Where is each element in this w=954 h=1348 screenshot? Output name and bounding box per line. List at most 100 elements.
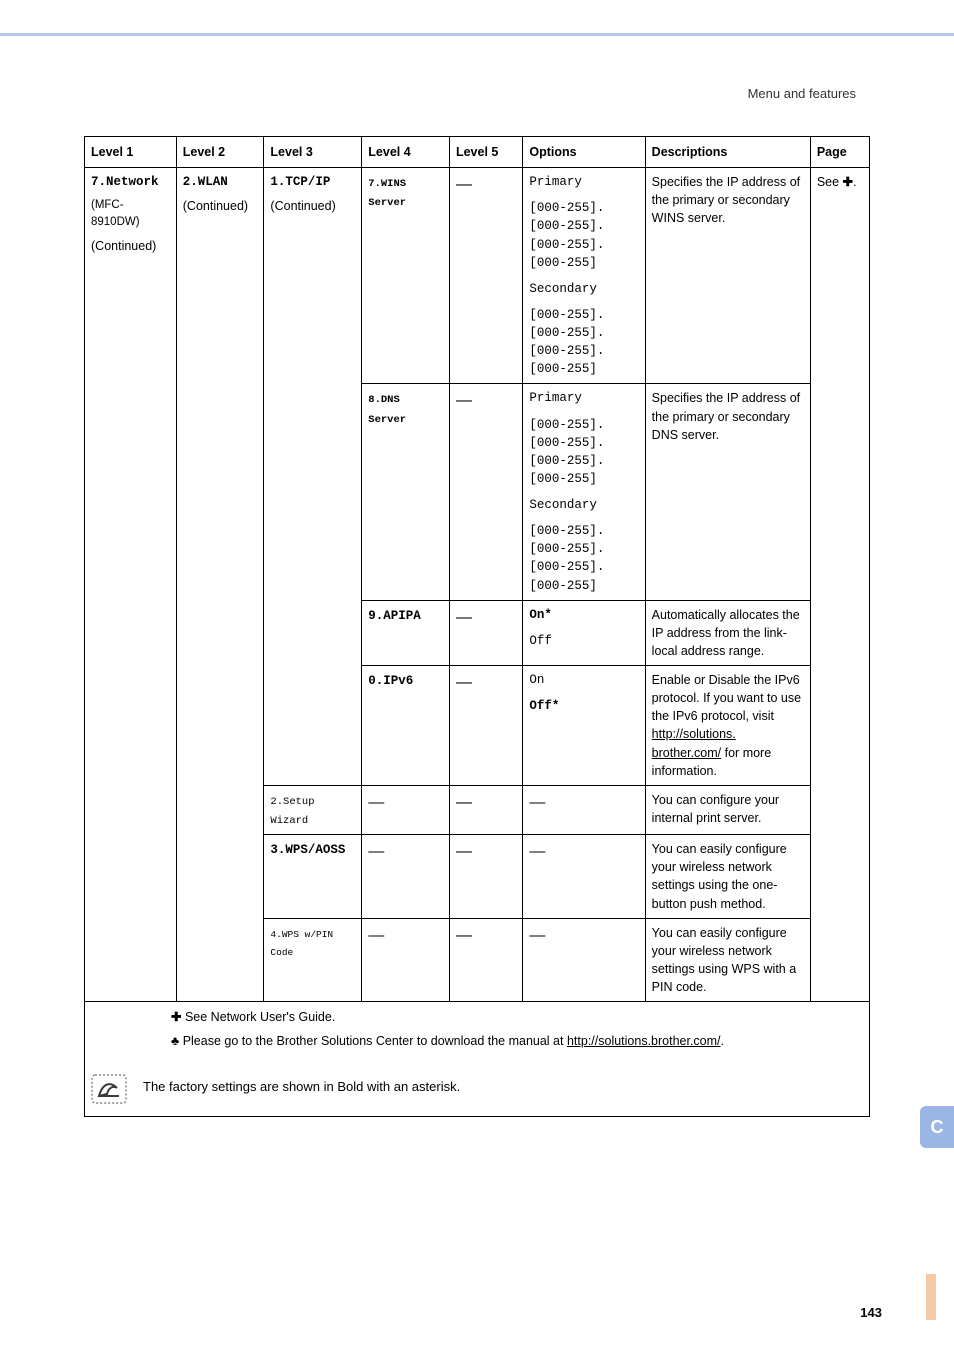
cell-level1: 7.Network (MFC-8910DW) (Continued)	[85, 168, 177, 1002]
side-tab: C	[920, 1106, 954, 1148]
wps-l3: 3.WPS/AOSS	[270, 843, 345, 857]
col-level2: Level 2	[176, 137, 264, 168]
cell-page-ref: See ✚.	[810, 168, 869, 1002]
table-header-row: Level 1 Level 2 Level 3 Level 4 Level 5 …	[85, 137, 870, 168]
cell-desc-wpspin: You can easily configure your wireless n…	[645, 918, 810, 1002]
ipv6-off: Off*	[529, 697, 638, 715]
wpspin-l4: —	[368, 927, 384, 944]
apipa-l4: 9.APIPA	[368, 609, 421, 623]
cell-opt-dns: Primary [000-255]. [000-255]. [000-255].…	[523, 384, 645, 600]
cell-opt-wpspin: —	[523, 918, 645, 1002]
note-icon	[89, 1072, 129, 1106]
wins-secondary: Secondary	[529, 280, 638, 298]
cell-opt-wins: Primary [000-255]. [000-255]. [000-255].…	[523, 168, 645, 384]
wins-l4: 7.WINS Server	[368, 178, 406, 209]
cell-l4-wps: —	[362, 835, 450, 919]
cell-desc-ipv6: Enable or Disable the IPv6 protocol. If …	[645, 666, 810, 786]
menu-table-container: Level 1 Level 2 Level 3 Level 4 Level 5 …	[84, 136, 870, 1117]
setup-l4: —	[368, 794, 384, 811]
cell-l5-ipv6: —	[449, 666, 522, 786]
wins-l5: —	[456, 176, 472, 193]
side-gutter	[926, 1274, 936, 1320]
cell-l3-wpspin: 4.WPS w/PIN Code	[264, 918, 362, 1002]
level1-sub2: (Continued)	[91, 237, 170, 255]
wpspin-l3: 4.WPS w/PIN Code	[270, 929, 333, 958]
col-level4: Level 4	[362, 137, 450, 168]
wins-ip2: [000-255]. [000-255]. [000-255]. [000-25…	[529, 306, 638, 379]
setup-l3: 2.Setup Wizard	[270, 796, 314, 827]
setup-l5: —	[456, 794, 472, 811]
wins-primary: Primary	[529, 173, 638, 191]
dns-ip1: [000-255]. [000-255]. [000-255]. [000-25…	[529, 416, 638, 489]
dns-ip2: [000-255]. [000-255]. [000-255]. [000-25…	[529, 522, 638, 595]
footnote-club-link[interactable]: http://solutions.brother.com/	[567, 1034, 721, 1048]
ipv6-on: On	[529, 671, 638, 689]
dns-primary: Primary	[529, 389, 638, 407]
wps-l5: —	[456, 843, 472, 860]
page-ref-prefix: See	[817, 175, 843, 189]
level1-sub1: (MFC-8910DW)	[91, 197, 170, 230]
factory-note-row: The factory settings are shown in Bold w…	[85, 1062, 869, 1116]
col-page: Page	[810, 137, 869, 168]
cell-opt-apipa: On* Off	[523, 600, 645, 665]
tcpip-sub: (Continued)	[270, 197, 355, 215]
dns-l4: 8.DNS Server	[368, 394, 406, 425]
level2-title: 2.WLAN	[183, 173, 258, 191]
footnote-plus-text: See Network User's Guide.	[185, 1010, 335, 1024]
tcpip-title: 1.TCP/IP	[270, 173, 355, 191]
cell-desc-wins: Specifies the IP address of the primary …	[645, 168, 810, 384]
footnotes-block: ✚ See Network User's Guide. ♣ Please go …	[85, 1002, 869, 1062]
footnotes-row: ✚ See Network User's Guide. ♣ Please go …	[85, 1002, 870, 1117]
plus-icon: ✚	[171, 1010, 185, 1024]
cell-l3-wps: 3.WPS/AOSS	[264, 835, 362, 919]
col-level5: Level 5	[449, 137, 522, 168]
wps-l4: —	[368, 843, 384, 860]
col-descriptions: Descriptions	[645, 137, 810, 168]
col-level1: Level 1	[85, 137, 177, 168]
cell-level3-tcpip: 1.TCP/IP (Continued)	[264, 168, 362, 786]
ipv6-l5: —	[456, 674, 472, 691]
cell-l5-dns: —	[449, 384, 522, 600]
cell-l4-setup: —	[362, 785, 450, 834]
dns-secondary: Secondary	[529, 496, 638, 514]
cell-opt-setup: —	[523, 785, 645, 834]
wps-opt: —	[529, 843, 545, 860]
cell-l5-wpspin: —	[449, 918, 522, 1002]
cell-desc-wps: You can easily configure your wireless n…	[645, 835, 810, 919]
cell-l5-wins: —	[449, 168, 522, 384]
ipv6-link2[interactable]: brother.com/	[652, 746, 721, 760]
apipa-l5: —	[456, 609, 472, 626]
cell-l5-setup: —	[449, 785, 522, 834]
cell-desc-dns: Specifies the IP address of the primary …	[645, 384, 810, 600]
cell-opt-wps: —	[523, 835, 645, 919]
table-row: 7.Network (MFC-8910DW) (Continued) 2.WLA…	[85, 168, 870, 384]
level1-title: 7.Network	[91, 173, 170, 191]
ipv6-l4: 0.IPv6	[368, 674, 413, 688]
cell-l3-setup: 2.Setup Wizard	[264, 785, 362, 834]
cell-desc-setup: You can configure your internal print se…	[645, 785, 810, 834]
cell-l5-apipa: —	[449, 600, 522, 665]
top-border-bar	[0, 0, 954, 36]
footnote-plus: ✚ See Network User's Guide.	[171, 1008, 861, 1026]
wins-ip1: [000-255]. [000-255]. [000-255]. [000-25…	[529, 199, 638, 272]
wpspin-opt: —	[529, 927, 545, 944]
menu-table: Level 1 Level 2 Level 3 Level 4 Level 5 …	[84, 136, 870, 1117]
cell-l4-apipa: 9.APIPA	[362, 600, 450, 665]
cell-l4-dns: 8.DNS Server	[362, 384, 450, 600]
plus-icon: ✚	[843, 175, 853, 189]
section-header: Menu and features	[748, 86, 856, 101]
level2-sub: (Continued)	[183, 197, 258, 215]
wpspin-l5: —	[456, 927, 472, 944]
cell-l4-wins: 7.WINS Server	[362, 168, 450, 384]
page-number: 143	[860, 1305, 882, 1320]
club-icon: ♣	[171, 1034, 183, 1048]
ipv6-link1[interactable]: http://solutions.	[652, 727, 736, 741]
cell-l4-ipv6: 0.IPv6	[362, 666, 450, 786]
cell-l4-wpspin: —	[362, 918, 450, 1002]
dns-l5: —	[456, 392, 472, 409]
footnote-club: ♣ Please go to the Brother Solutions Cen…	[171, 1032, 861, 1050]
ipv6-desc-pre: Enable or Disable the IPv6 protocol. If …	[652, 673, 801, 723]
apipa-on: On*	[529, 606, 638, 624]
col-options: Options	[523, 137, 645, 168]
cell-desc-apipa: Automatically allocates the IP address f…	[645, 600, 810, 665]
